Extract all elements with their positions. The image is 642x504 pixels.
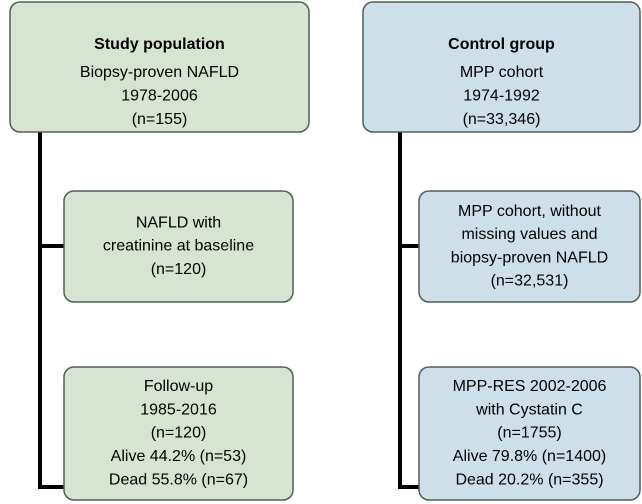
node-title: Study population bbox=[94, 36, 225, 53]
node-line: Dead 20.2% (n=355) bbox=[455, 471, 603, 488]
node-line: MPP-RES 2002-2006 bbox=[453, 378, 607, 395]
node-line: Dead 55.8% (n=67) bbox=[109, 471, 248, 488]
node-line: (n=120) bbox=[151, 261, 207, 278]
node-line: creatinine at baseline bbox=[103, 238, 254, 255]
node-line: biopsy-proven NAFLD bbox=[451, 249, 608, 266]
node: Follow-up 1985-2016 (n=120) Alive 44.2% (n=… bbox=[63, 366, 294, 501]
node: Study population Biopsy-proven NAFLD 1978-… bbox=[9, 1, 310, 133]
node-box bbox=[63, 190, 294, 303]
node-box bbox=[418, 366, 641, 501]
node: MPP-RES 2002-2006 with Cystatin C (n=1755)… bbox=[418, 366, 641, 501]
node-line: Follow-up bbox=[144, 378, 213, 395]
node-box bbox=[418, 190, 641, 303]
right-connector bbox=[398, 132, 419, 489]
node-line: (n=1755) bbox=[497, 425, 562, 442]
node-box bbox=[9, 1, 310, 133]
node-title: Control group bbox=[448, 36, 555, 53]
node-line: missing values and bbox=[461, 226, 597, 243]
node-line: (n=155) bbox=[132, 111, 188, 128]
node-line: (n=120) bbox=[151, 425, 207, 442]
node-line: Alive 79.8% (n=1400) bbox=[453, 448, 606, 465]
node-line: MPP cohort, without bbox=[458, 203, 601, 220]
node-line: 1985-2016 bbox=[140, 401, 217, 418]
node-line: 1974-1992 bbox=[463, 88, 540, 105]
node-box bbox=[362, 1, 641, 133]
node-line: (n=32,531) bbox=[491, 273, 569, 290]
node-line: 1978-2006 bbox=[121, 88, 198, 105]
connectors bbox=[38, 132, 419, 489]
node-box bbox=[63, 366, 294, 501]
node-line: MPP cohort bbox=[460, 64, 544, 81]
node: Control group MPP cohort 1974-1992 (n=33,34… bbox=[362, 1, 641, 133]
node-line: with Cystatin C bbox=[475, 401, 583, 418]
node-line: (n=33,346) bbox=[463, 111, 541, 128]
node-line: Biopsy-proven NAFLD bbox=[80, 64, 239, 81]
node-line: NAFLD with bbox=[136, 214, 221, 231]
node-line: Alive 44.2% (n=53) bbox=[111, 448, 247, 465]
left-connector bbox=[38, 132, 64, 489]
node: NAFLD with creatinine at baseline (n=120) bbox=[63, 190, 294, 303]
node: MPP cohort, without missing values and bio… bbox=[418, 190, 641, 303]
